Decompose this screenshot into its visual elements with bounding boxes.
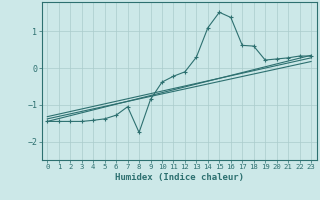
X-axis label: Humidex (Indice chaleur): Humidex (Indice chaleur) — [115, 173, 244, 182]
